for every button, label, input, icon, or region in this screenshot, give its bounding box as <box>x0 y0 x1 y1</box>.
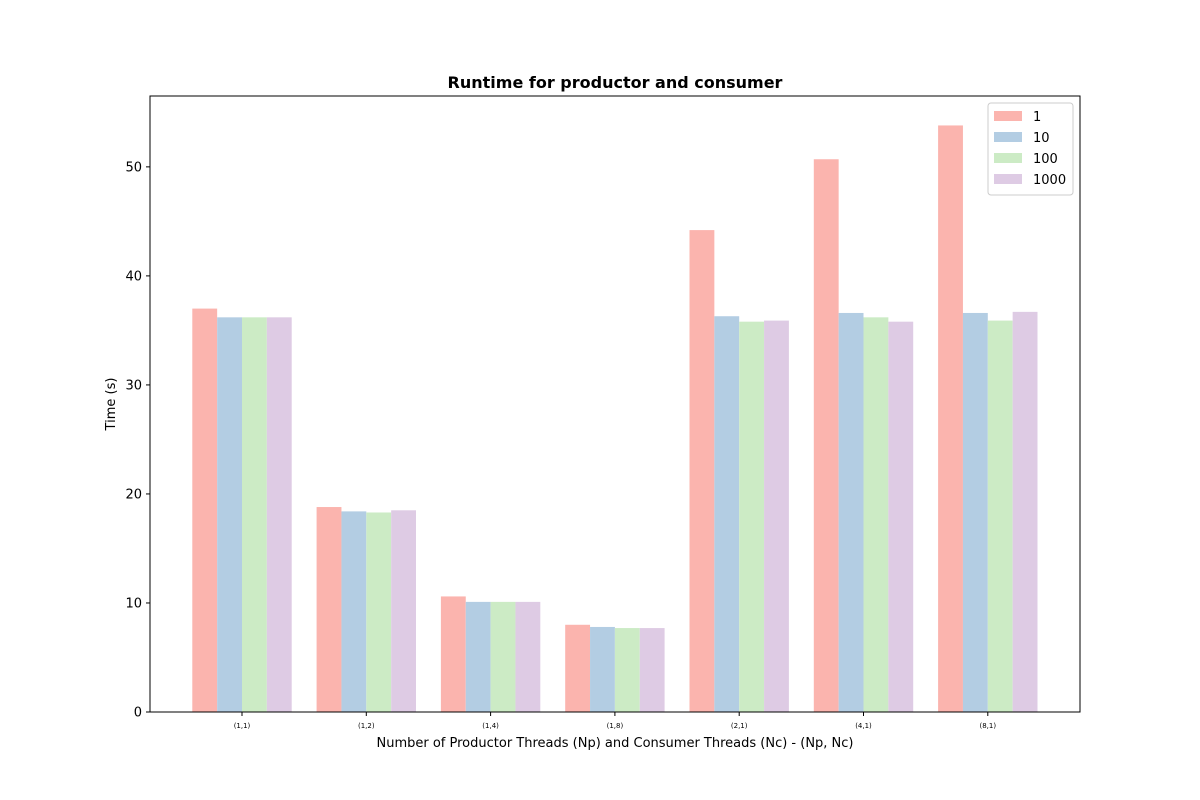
bar-1-0 <box>192 308 218 712</box>
bar-1-5 <box>813 159 839 713</box>
x-tick-label: (1,2) <box>358 722 375 730</box>
legend: 1 10 100 1000 <box>987 102 1074 196</box>
bar-100-3 <box>614 628 640 712</box>
bar-100-5 <box>863 317 889 712</box>
bar-1000-0 <box>266 317 292 712</box>
bar-1000-2 <box>515 601 541 712</box>
bar-100-1 <box>366 512 392 712</box>
x-tick-label: (2,1) <box>731 722 748 730</box>
legend-swatch <box>994 111 1022 121</box>
bar-10-2 <box>465 601 491 712</box>
x-tick-label: (8,1) <box>979 722 996 730</box>
legend-label: 1000 <box>1033 173 1066 188</box>
x-axis-label: Number of Productor Threads (Np) and Con… <box>376 736 853 751</box>
x-tick-label: (1,8) <box>607 722 624 730</box>
bar-1-2 <box>440 596 466 712</box>
x-tick-label: (1,1) <box>234 722 251 730</box>
y-tick-label: 50 <box>125 160 142 175</box>
bar-10-3 <box>590 626 615 712</box>
y-tick-label: 10 <box>125 596 142 611</box>
bar-1-6 <box>938 125 963 712</box>
legend-swatch <box>994 174 1022 184</box>
bar-1000-3 <box>639 628 665 712</box>
bar-1-1 <box>316 507 342 712</box>
bar-1-4 <box>689 230 715 712</box>
bar-1000-6 <box>1012 311 1038 712</box>
bar-10-5 <box>838 312 864 712</box>
legend-swatch <box>994 132 1022 142</box>
y-axis: 0 10 20 30 40 50 <box>125 160 150 721</box>
y-tick-label: 30 <box>125 378 142 393</box>
y-axis-label: Time (s) <box>104 378 119 432</box>
legend-label: 1 <box>1033 110 1041 125</box>
bar-100-6 <box>987 320 1013 712</box>
x-tick-label: (4,1) <box>855 722 872 730</box>
y-tick-label: 40 <box>125 269 142 284</box>
bar-10-6 <box>962 312 988 712</box>
bars-layer <box>192 125 1038 713</box>
y-tick-label: 20 <box>125 487 142 502</box>
x-tick-label: (1,4) <box>482 722 499 730</box>
bar-100-2 <box>490 601 516 712</box>
bar-1000-5 <box>888 321 914 712</box>
bar-10-1 <box>341 511 367 712</box>
legend-label: 10 <box>1033 131 1050 146</box>
bar-1-3 <box>565 624 591 712</box>
bar-100-0 <box>242 317 267 712</box>
x-axis: (1,1) (1,2) (1,4) (1,8) (2,1) (4,1) (8,1) <box>234 712 996 730</box>
legend-swatch <box>994 153 1022 163</box>
bar-1000-4 <box>764 320 789 712</box>
bar-10-0 <box>217 317 242 712</box>
legend-label: 100 <box>1033 152 1058 167</box>
bar-10-4 <box>714 316 740 712</box>
chart-title: Runtime for productor and consumer <box>448 73 783 92</box>
legend-box <box>987 102 1074 196</box>
bar-1000-1 <box>391 510 416 712</box>
bar-100-4 <box>739 321 765 712</box>
y-tick-label: 0 <box>134 706 142 721</box>
